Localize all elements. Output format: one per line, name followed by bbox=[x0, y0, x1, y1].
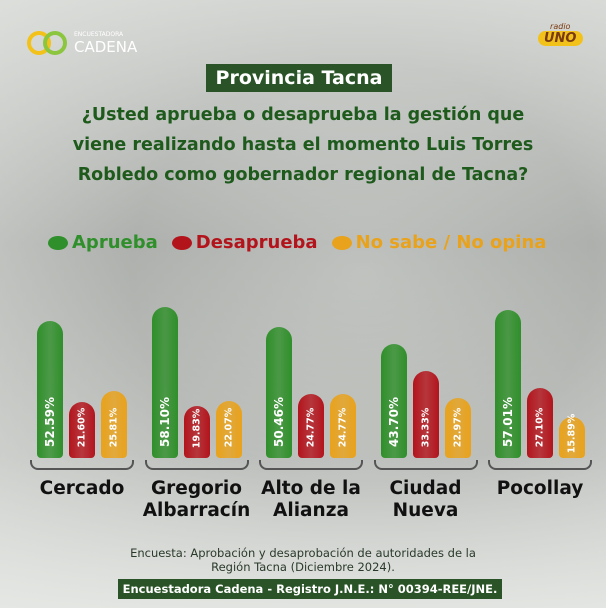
source-note: Encuesta: Aprobación y desaprobación de … bbox=[130, 546, 476, 574]
group-base bbox=[373, 460, 478, 470]
legend-item: Desaprueba bbox=[171, 232, 318, 253]
radio-logo: radio UNO bbox=[538, 22, 583, 46]
bar bbox=[444, 398, 471, 458]
value-label: 50.46% bbox=[271, 397, 286, 447]
bar bbox=[330, 393, 356, 458]
x-tick-label: Cercado bbox=[39, 478, 125, 499]
legend-label: No sabe / No opina bbox=[355, 232, 547, 253]
value-label: 57.01% bbox=[500, 397, 515, 447]
bar bbox=[101, 390, 127, 458]
value-label: 43.70% bbox=[386, 397, 401, 447]
radio-name: UNO bbox=[538, 31, 583, 46]
group-base bbox=[30, 460, 134, 470]
group-base bbox=[488, 460, 592, 470]
value-label: 33.33% bbox=[419, 407, 431, 447]
group-base bbox=[259, 460, 363, 470]
legend-item: No sabe / No opina bbox=[331, 232, 547, 253]
bar bbox=[559, 416, 585, 458]
bar bbox=[183, 406, 210, 458]
chart-subtitle: ¿Usted aprueba o desaprueba la gestión q… bbox=[72, 105, 534, 185]
x-tick-label: Pocollay bbox=[496, 478, 584, 499]
value-label: 21.60% bbox=[76, 407, 88, 447]
value-label: 58.10% bbox=[157, 397, 172, 447]
footer: Encuestadora Cadena - Registro J.N.E.: N… bbox=[118, 579, 502, 599]
bar bbox=[266, 326, 292, 458]
bar bbox=[298, 393, 324, 458]
value-label: 27.10% bbox=[534, 407, 546, 447]
chart-title: Provincia Tacna bbox=[206, 64, 392, 92]
value-label: 15.89% bbox=[566, 413, 578, 454]
group-base bbox=[144, 460, 249, 470]
brand-name: CADENA bbox=[74, 38, 138, 56]
value-label: 52.59% bbox=[42, 397, 57, 447]
value-label: 22.07% bbox=[222, 407, 234, 447]
bar bbox=[412, 371, 439, 458]
value-label: 24.77% bbox=[305, 407, 317, 447]
radio-label: radio bbox=[550, 22, 571, 31]
bar bbox=[380, 344, 407, 458]
bar bbox=[151, 306, 178, 458]
legend-swatch bbox=[171, 235, 192, 250]
value-label: 24.77% bbox=[337, 407, 349, 447]
value-label: 19.83% bbox=[190, 408, 202, 449]
value-label: 25.81% bbox=[108, 407, 120, 447]
legend-swatch bbox=[331, 235, 352, 250]
bar bbox=[69, 401, 95, 458]
brand-rings bbox=[27, 31, 67, 55]
legend-swatch bbox=[48, 235, 68, 250]
brand-top: ENCUESTADORA bbox=[74, 31, 124, 38]
legend-label: Aprueba bbox=[72, 232, 158, 253]
bar bbox=[527, 387, 553, 458]
bar bbox=[215, 400, 242, 458]
legend-item: Aprueba bbox=[48, 232, 158, 253]
legend: Aprueba Desaprueba No sabe / No opina bbox=[48, 232, 588, 253]
legend-label: Desaprueba bbox=[195, 232, 318, 253]
x-tick-label: Gregorio Albarracín bbox=[142, 478, 251, 521]
bar bbox=[495, 309, 521, 458]
value-label: 22.97% bbox=[451, 407, 463, 447]
x-tick-label: Ciudad Nueva bbox=[389, 478, 462, 521]
x-tick-label: Alto de la Alianza bbox=[261, 478, 361, 521]
bar bbox=[37, 321, 63, 458]
